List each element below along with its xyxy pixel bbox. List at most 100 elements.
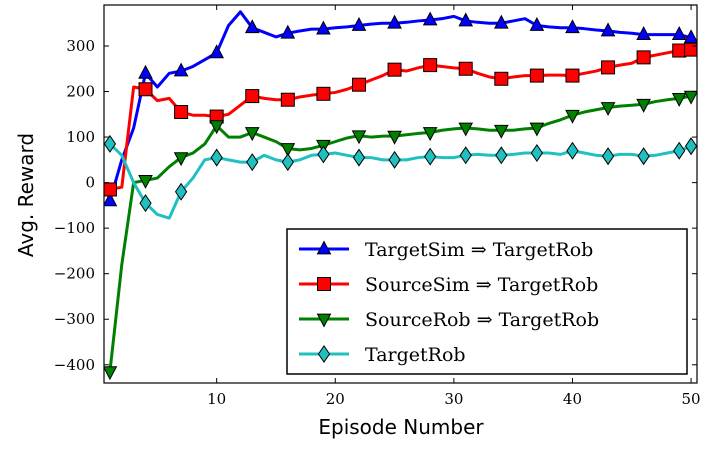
- series-marker-0: [671, 26, 687, 40]
- series-marker-2: [173, 152, 189, 167]
- series-marker-0: [387, 14, 402, 29]
- series-marker-3: [495, 146, 508, 165]
- series-marker-2: [493, 124, 509, 139]
- y-tick-label: 100: [66, 128, 95, 146]
- x-tick-label: 50: [682, 390, 701, 408]
- series-marker-3: [673, 141, 686, 160]
- series-marker-1: [458, 61, 473, 76]
- series-marker-0: [244, 19, 260, 34]
- legend-marker-1: [317, 277, 331, 291]
- series-marker-2: [138, 174, 153, 189]
- y-tick-label: −100: [54, 219, 95, 237]
- series-marker-1: [280, 92, 295, 107]
- series-marker-2: [351, 130, 367, 145]
- legend-marker-3: [317, 344, 331, 364]
- series-marker-1: [316, 86, 331, 101]
- series-marker-0: [138, 64, 153, 79]
- series-marker-0: [104, 192, 118, 207]
- series-marker-1: [423, 58, 438, 73]
- x-tick-label: 20: [326, 390, 345, 408]
- y-tick-label: 200: [66, 83, 95, 101]
- series-marker-2: [209, 120, 224, 135]
- series-marker-1: [565, 68, 580, 83]
- series-marker-0: [209, 44, 224, 59]
- x-tick-label: 40: [563, 390, 582, 408]
- series-marker-3: [174, 182, 188, 201]
- series-marker-2: [458, 122, 474, 137]
- series-marker-1: [601, 60, 616, 75]
- series-marker-0: [458, 12, 474, 27]
- series-marker-3: [601, 147, 615, 166]
- legend-label-2: SourceRob ⇒ TargetRob: [365, 309, 599, 331]
- legend-marker-2: [316, 313, 332, 328]
- series-marker-1: [636, 50, 651, 65]
- legend-label-0: TargetSim ⇒ TargetRob: [365, 239, 593, 261]
- series-marker-2: [600, 102, 616, 117]
- legend-marker-0: [316, 240, 332, 255]
- series-marker-0: [636, 26, 651, 40]
- series-marker-1: [138, 82, 153, 97]
- series-marker-1: [245, 89, 260, 104]
- series-marker-3: [684, 137, 697, 156]
- series-marker-1: [529, 68, 544, 83]
- series-marker-1: [174, 105, 189, 120]
- series-marker-0: [316, 20, 331, 35]
- series-marker-3: [530, 143, 544, 163]
- legend-label-3: TargetRob: [365, 344, 466, 366]
- y-tick-label: −200: [54, 265, 95, 283]
- series-marker-2: [529, 122, 545, 137]
- x-tick-label: 30: [444, 390, 463, 408]
- series-marker-1: [684, 42, 697, 57]
- series-marker-3: [566, 141, 579, 160]
- series-marker-0: [529, 16, 545, 31]
- legend-label-1: SourceSim ⇒ TargetRob: [365, 274, 598, 296]
- series-marker-3: [459, 146, 472, 165]
- series-marker-2: [671, 92, 687, 107]
- series-line-0: [108, 10, 692, 202]
- series-marker-0: [351, 16, 367, 31]
- series-marker-0: [422, 11, 438, 26]
- series-marker-3: [210, 148, 223, 167]
- series-marker-0: [173, 62, 189, 77]
- series-marker-2: [636, 98, 651, 113]
- y-tick-label: 300: [66, 37, 95, 55]
- legend: TargetSim ⇒ TargetRob SourceSim ⇒ TargetR…: [286, 228, 688, 375]
- plot-area: 10 20 30 40 50 −400 −300 −200 −100 0 100 200 300: [54, 4, 701, 408]
- series-marker-2: [104, 366, 118, 381]
- series-marker-2: [683, 90, 697, 105]
- series-marker-3: [104, 134, 117, 153]
- series-line-2: [108, 94, 692, 372]
- series-layer: [104, 10, 697, 381]
- series-marker-1: [672, 43, 687, 58]
- series-marker-1: [494, 71, 509, 86]
- y-tick-label: −400: [54, 356, 95, 374]
- y-axis-label: Avg. Reward: [14, 133, 38, 257]
- series-marker-3: [281, 153, 294, 172]
- series-marker-2: [387, 130, 402, 145]
- series-marker-0: [600, 22, 616, 37]
- series-marker-3: [424, 147, 437, 166]
- series-marker-3: [246, 153, 259, 172]
- series-marker-2: [280, 143, 296, 158]
- series-marker-1: [351, 77, 366, 92]
- series-marker-0: [565, 19, 580, 34]
- series-marker-3: [352, 148, 366, 167]
- series-marker-3: [139, 194, 152, 213]
- legend-box: [286, 228, 688, 375]
- series-marker-3: [388, 150, 401, 169]
- series-marker-0: [493, 14, 509, 29]
- series-marker-1: [387, 62, 402, 77]
- x-tick-label: 10: [207, 390, 226, 408]
- series-marker-2: [422, 127, 438, 142]
- series-marker-0: [280, 24, 296, 39]
- series-marker-2: [565, 109, 580, 124]
- y-tick-label: 0: [85, 174, 95, 192]
- series-marker-1: [104, 182, 117, 197]
- series-marker-3: [637, 147, 650, 166]
- series-marker-3: [317, 145, 330, 164]
- series-marker-2: [244, 127, 260, 142]
- x-axis-label: Episode Number: [318, 415, 484, 439]
- plot-frame: [103, 4, 698, 384]
- y-tick-label: −300: [54, 310, 95, 328]
